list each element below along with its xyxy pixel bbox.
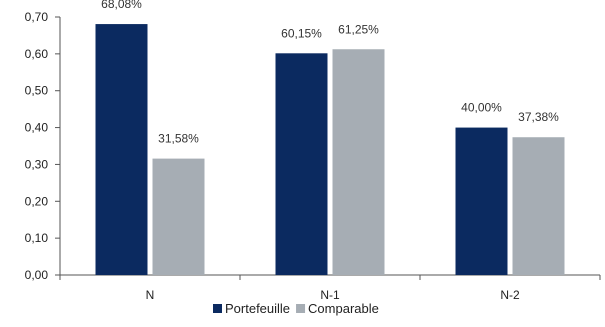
y-tick-label: 0,30 bbox=[25, 157, 49, 171]
y-tick-label: 0,50 bbox=[25, 84, 49, 98]
legend-label-comparable: Comparable bbox=[308, 301, 379, 316]
legend-swatch-portefeuille bbox=[213, 304, 222, 313]
data-label: 60,15% bbox=[281, 26, 322, 40]
x-axis: N N-1 N-2 bbox=[59, 274, 601, 302]
bar-comparable-n bbox=[152, 158, 205, 275]
bar-comparable-n-2 bbox=[512, 137, 565, 275]
y-tick-label: 0,40 bbox=[25, 121, 49, 135]
bar-portefeuille-n bbox=[95, 24, 148, 276]
y-tick-label: 0,70 bbox=[25, 10, 49, 24]
legend-swatch-comparable bbox=[296, 304, 306, 313]
y-tick-label: 0,00 bbox=[25, 268, 49, 282]
data-label: 40,00% bbox=[461, 101, 502, 115]
bar-portefeuille-n-2 bbox=[455, 127, 508, 275]
x-tick-label: N bbox=[146, 288, 155, 302]
legend: Portefeuille Comparable bbox=[213, 301, 379, 316]
data-label: 68,08% bbox=[101, 0, 142, 11]
y-tick-label: 0,20 bbox=[25, 194, 49, 208]
x-tick-label: N-1 bbox=[320, 288, 340, 302]
y-tick-label: 0,10 bbox=[25, 231, 49, 245]
data-label: 37,38% bbox=[518, 110, 559, 124]
bar-portefeuille-n-1 bbox=[275, 53, 328, 275]
data-label: 31,58% bbox=[158, 132, 199, 146]
data-labels: 68,08% 31,58% 60,15% 61,25% 40,00% 37,38% bbox=[101, 0, 559, 146]
bars bbox=[95, 24, 565, 276]
data-label: 61,25% bbox=[338, 22, 379, 36]
y-axis: 0,00 0,10 0,20 0,30 0,40 0,50 0,60 0,70 bbox=[25, 10, 61, 282]
legend-label-portefeuille: Portefeuille bbox=[225, 301, 290, 316]
bar-comparable-n-1 bbox=[332, 49, 385, 275]
x-tick-label: N-2 bbox=[500, 288, 520, 302]
y-tick-label: 0,60 bbox=[25, 47, 49, 61]
